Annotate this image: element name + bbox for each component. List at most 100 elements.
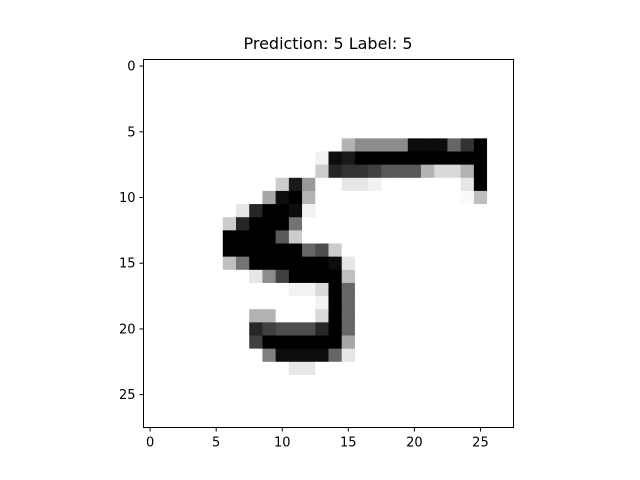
pixel-cell [249, 322, 263, 336]
pixel-cell [473, 388, 488, 402]
pixel-cell [183, 72, 197, 87]
pixel-cell [315, 269, 329, 284]
pixel-cell [169, 177, 184, 192]
pixel-cell [249, 217, 263, 231]
pixel-cell [460, 72, 475, 87]
pixel-cell [183, 190, 197, 205]
pixel-cell [249, 230, 263, 244]
pixel-cell [487, 59, 501, 73]
pixel-cell [434, 322, 448, 336]
pixel-cell [169, 72, 184, 87]
pixel-cell [236, 230, 250, 244]
pixel-cell [447, 190, 461, 205]
pixel-cell [288, 230, 303, 244]
pixel-cell [341, 348, 356, 363]
pixel-cell [341, 401, 356, 415]
pixel-cell [315, 164, 329, 179]
pixel-cell [249, 164, 263, 179]
pixel-cell [236, 138, 250, 152]
pixel-cell [394, 374, 409, 389]
pixel-cell [341, 190, 356, 205]
pixel-cell [354, 85, 369, 100]
pixel-cell [447, 348, 461, 363]
pixel-cell [169, 85, 184, 100]
pixel-cell [381, 414, 395, 428]
pixel-cell [249, 98, 263, 113]
pixel-cell [487, 230, 501, 244]
pixel-cell [407, 230, 422, 244]
pixel-cell [315, 217, 329, 231]
pixel-cell [368, 98, 382, 113]
pixel-cell [143, 230, 158, 244]
pixel-cell [315, 335, 329, 349]
pixel-cell [236, 256, 250, 271]
pixel-cell [209, 243, 224, 257]
pixel-cell [473, 190, 488, 205]
pixel-cell [275, 138, 290, 152]
pixel-cell [196, 204, 210, 218]
pixel-cell [487, 269, 501, 284]
pixel-cell [460, 282, 475, 297]
pixel-cell [381, 322, 395, 336]
pixel-cell [434, 230, 448, 244]
pixel-cell [156, 374, 171, 389]
pixel-cell [196, 190, 210, 205]
pixel-cell [196, 217, 210, 231]
pixel-cell [368, 374, 382, 389]
pixel-cell [209, 296, 224, 310]
pixel-cell [354, 335, 369, 349]
pixel-cell [394, 59, 409, 73]
pixel-cell [407, 164, 422, 179]
pixel-cell [341, 138, 356, 152]
pixel-cell [368, 217, 382, 231]
pixel-cell [143, 309, 158, 323]
pixel-cell [381, 190, 395, 205]
pixel-cell [222, 269, 237, 284]
pixel-cell [302, 217, 316, 231]
pixel-cell [183, 269, 197, 284]
pixel-cell [275, 374, 290, 389]
pixel-cell [341, 374, 356, 389]
pixel-cell [196, 256, 210, 271]
pixel-cell [169, 269, 184, 284]
pixel-cell [249, 204, 263, 218]
pixel-cell [473, 282, 488, 297]
pixel-cell [473, 138, 488, 152]
pixel-cell [156, 125, 171, 139]
pixel-cell [328, 269, 343, 284]
pixel-cell [275, 243, 290, 257]
pixel-cell [222, 296, 237, 310]
pixel-cell [447, 217, 461, 231]
pixel-cell [447, 112, 461, 126]
pixel-cell [209, 309, 224, 323]
pixel-cell [368, 59, 382, 73]
pixel-cell [368, 361, 382, 376]
pixel-cell [302, 243, 316, 257]
pixel-cell [143, 348, 158, 363]
pixel-cell [169, 361, 184, 376]
pixel-cell [222, 374, 237, 389]
pixel-cell [288, 177, 303, 192]
pixel-cell [196, 296, 210, 310]
pixel-cell [315, 361, 329, 376]
pixel-cell [315, 230, 329, 244]
pixel-cell [169, 322, 184, 336]
pixel-cell [169, 204, 184, 218]
pixel-cell [500, 59, 514, 73]
pixel-cell [447, 72, 461, 87]
pixel-cell [394, 348, 409, 363]
pixel-cell [434, 243, 448, 257]
pixel-cell [447, 177, 461, 192]
pixel-cell [447, 256, 461, 271]
pixel-cell [156, 282, 171, 297]
pixel-cell [434, 138, 448, 152]
pixel-cell [275, 217, 290, 231]
pixel-cell [394, 204, 409, 218]
pixel-cell [341, 59, 356, 73]
pixel-cell [341, 243, 356, 257]
pixel-cell [487, 112, 501, 126]
pixel-cell [354, 361, 369, 376]
pixel-cell [421, 138, 435, 152]
pixel-cell [209, 164, 224, 179]
pixel-cell [196, 269, 210, 284]
